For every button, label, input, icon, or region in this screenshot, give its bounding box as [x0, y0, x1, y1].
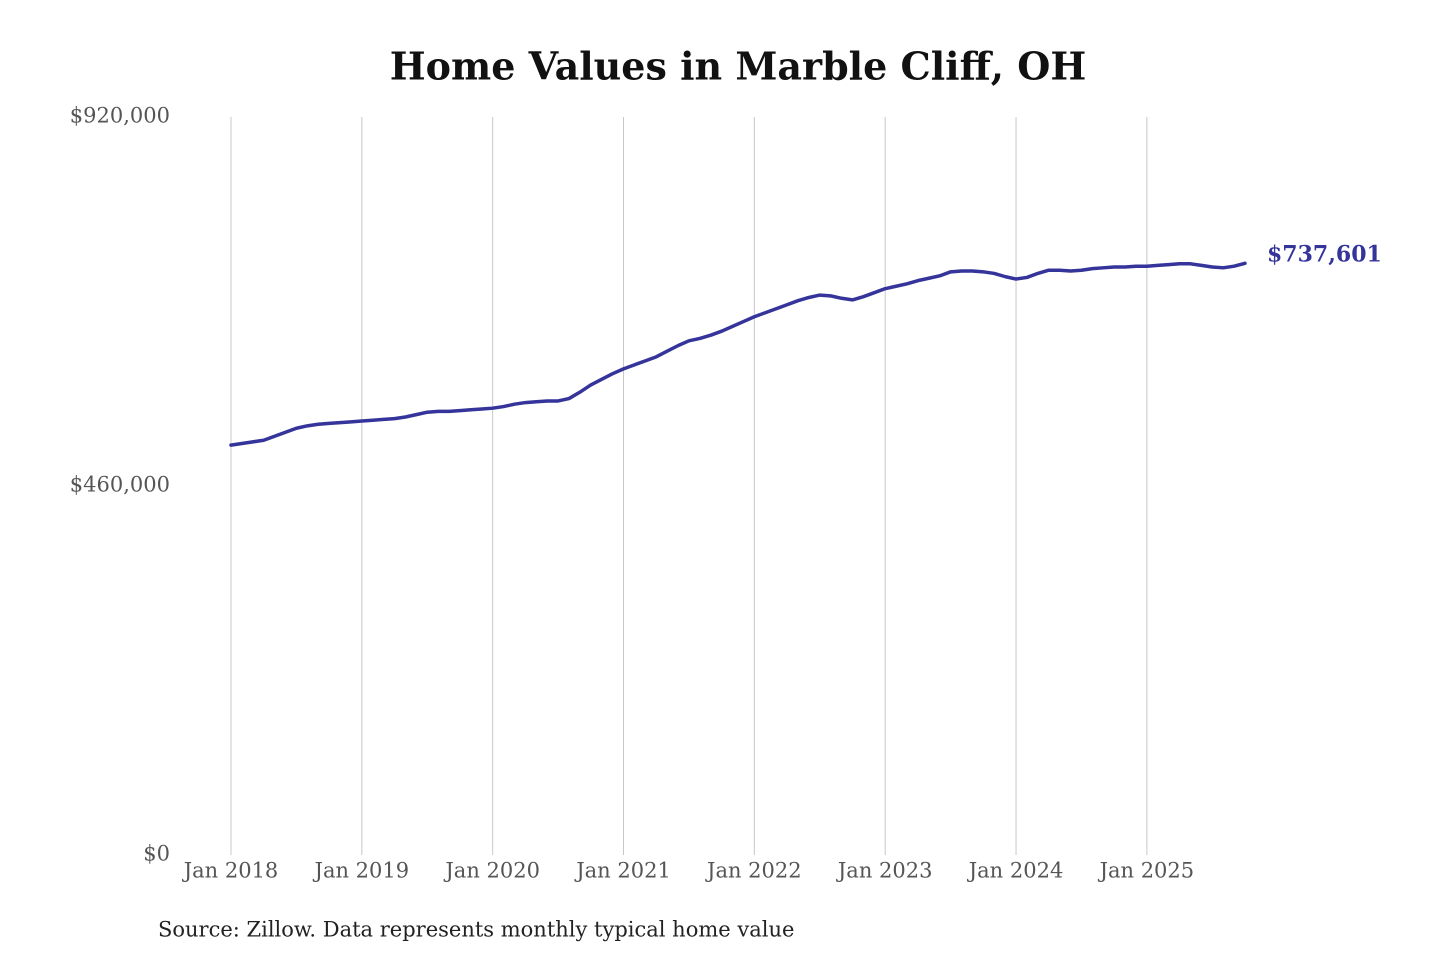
x-tick-label: Jan 2019	[313, 859, 410, 883]
source-note: Source: Zillow. Data represents monthly …	[158, 918, 794, 942]
x-tick-label: Jan 2022	[705, 859, 802, 883]
y-tick-label: $460,000	[70, 473, 170, 497]
x-tick-label: Jan 2025	[1098, 859, 1195, 883]
chart-title: Home Values in Marble Cliff, OH	[390, 44, 1087, 89]
value-label: $737,601	[1267, 241, 1382, 267]
y-tick-label: $0	[143, 842, 170, 866]
x-tick-label: Jan 2018	[182, 859, 279, 883]
x-tick-label: Jan 2023	[836, 859, 933, 883]
x-tick-label: Jan 2020	[443, 859, 540, 883]
y-tick-label: $920,000	[70, 104, 170, 128]
line-series	[229, 261, 1247, 447]
x-tick-label: Jan 2021	[574, 859, 671, 883]
x-tick-label: Jan 2024	[967, 859, 1064, 883]
